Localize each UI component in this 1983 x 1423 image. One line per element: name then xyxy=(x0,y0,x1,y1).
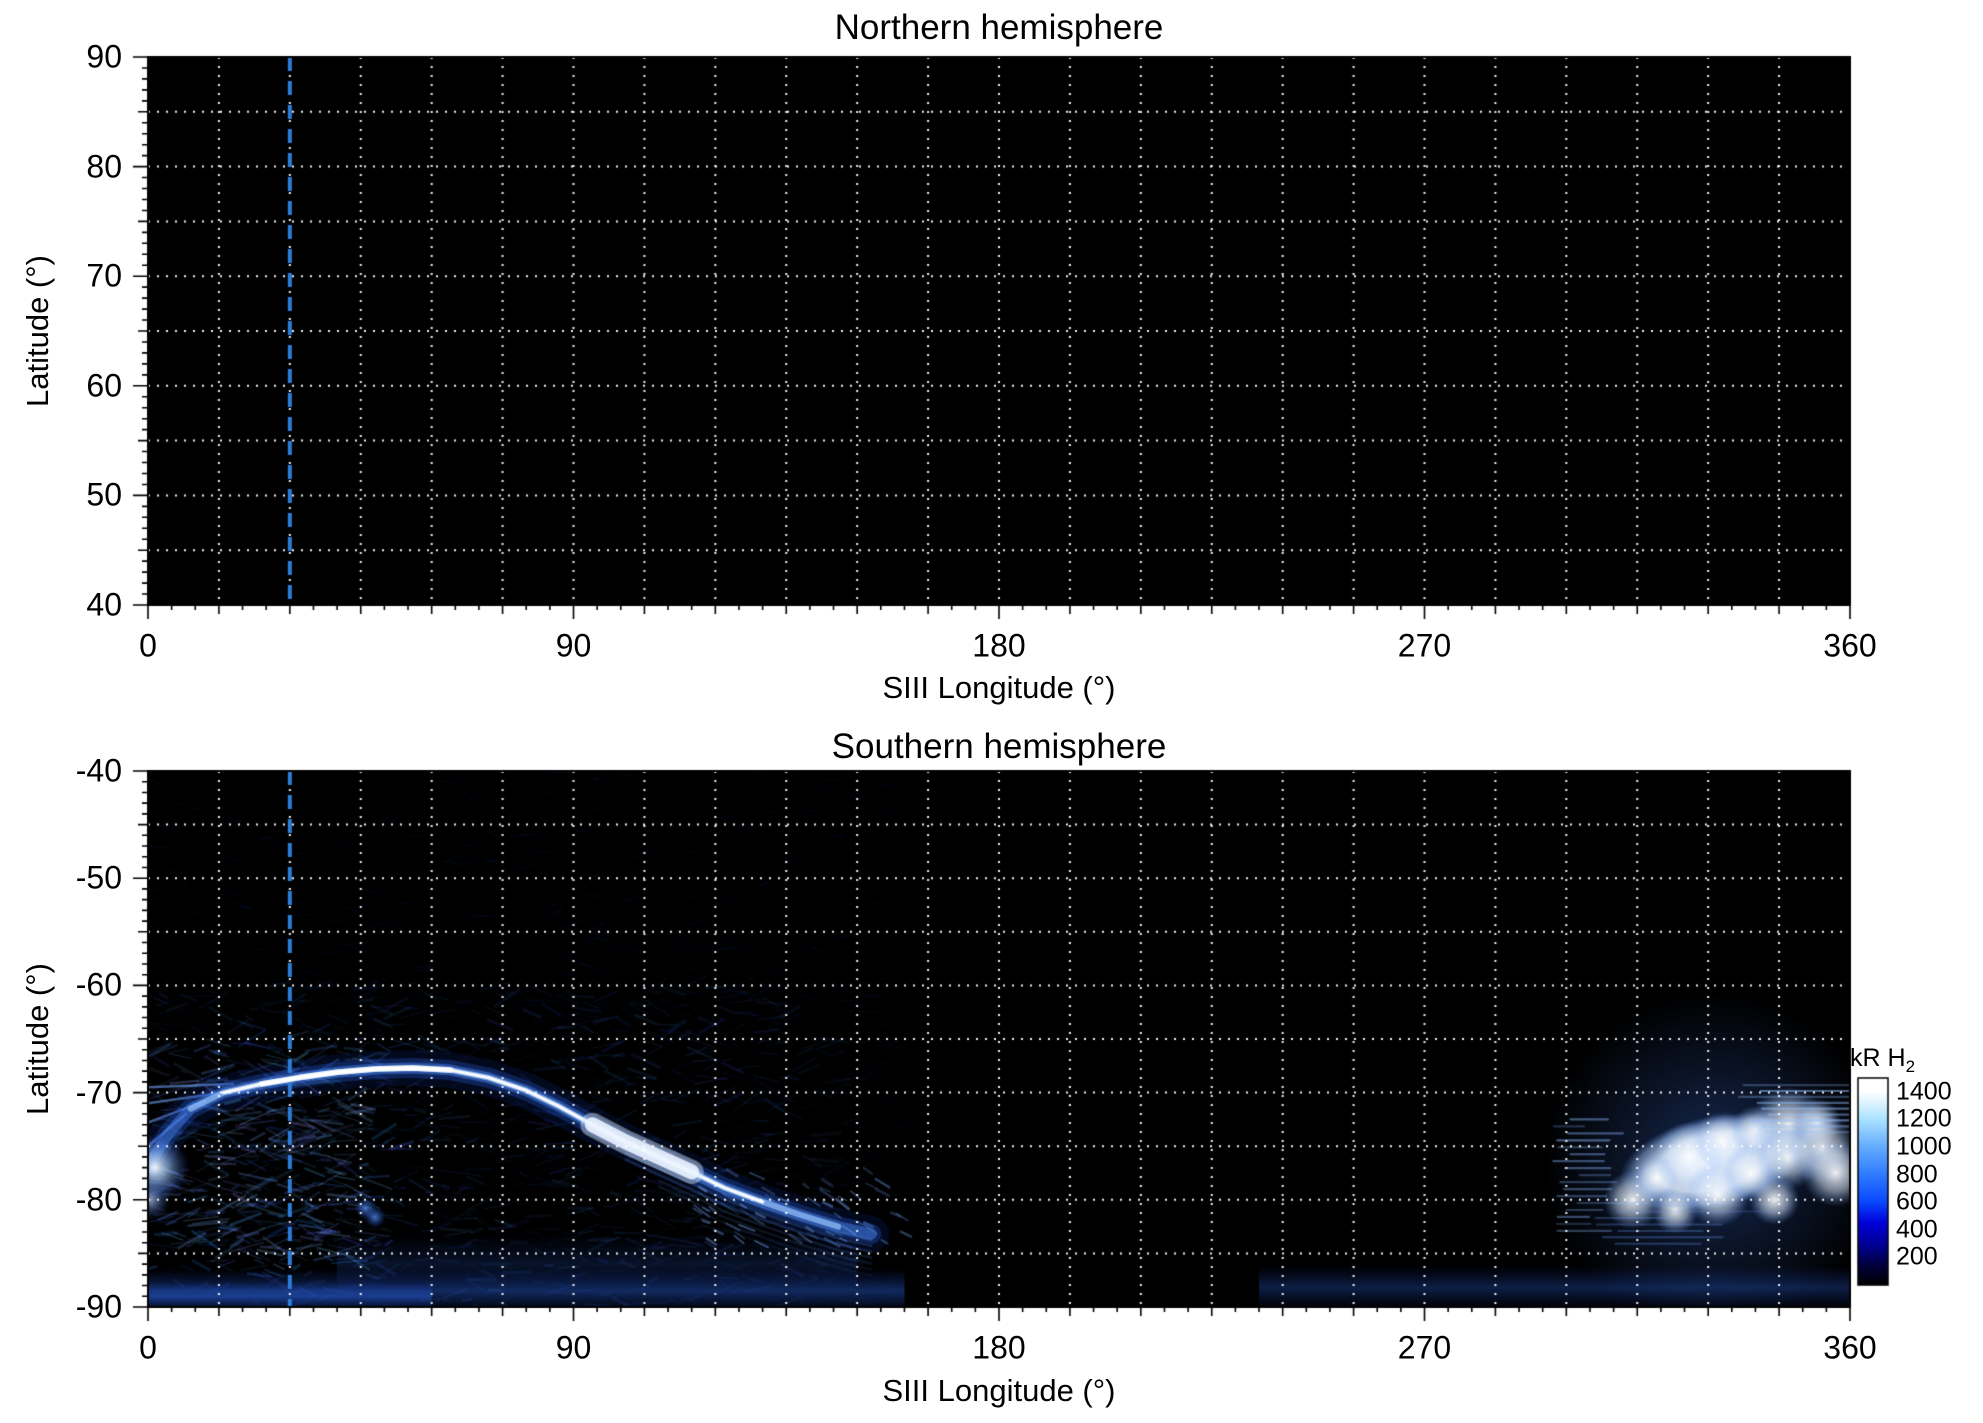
south-x-axis-label: SIII Longitude (°) xyxy=(882,1373,1116,1408)
north-x-axis-label: SIII Longitude (°) xyxy=(882,670,1116,705)
north-panel-title: Northern hemisphere xyxy=(834,8,1164,47)
south-panel-title: Southern hemisphere xyxy=(831,727,1167,766)
colorbar-unit-label: kR H2 xyxy=(1850,1044,1915,1077)
north-y-axis-label: Latitude (°) xyxy=(20,255,55,407)
colorbar-unit-subscript: 2 xyxy=(1905,1057,1916,1076)
colorbar-unit-text: kR H xyxy=(1850,1044,1906,1072)
south-y-axis-label: Latitude (°) xyxy=(20,963,55,1115)
